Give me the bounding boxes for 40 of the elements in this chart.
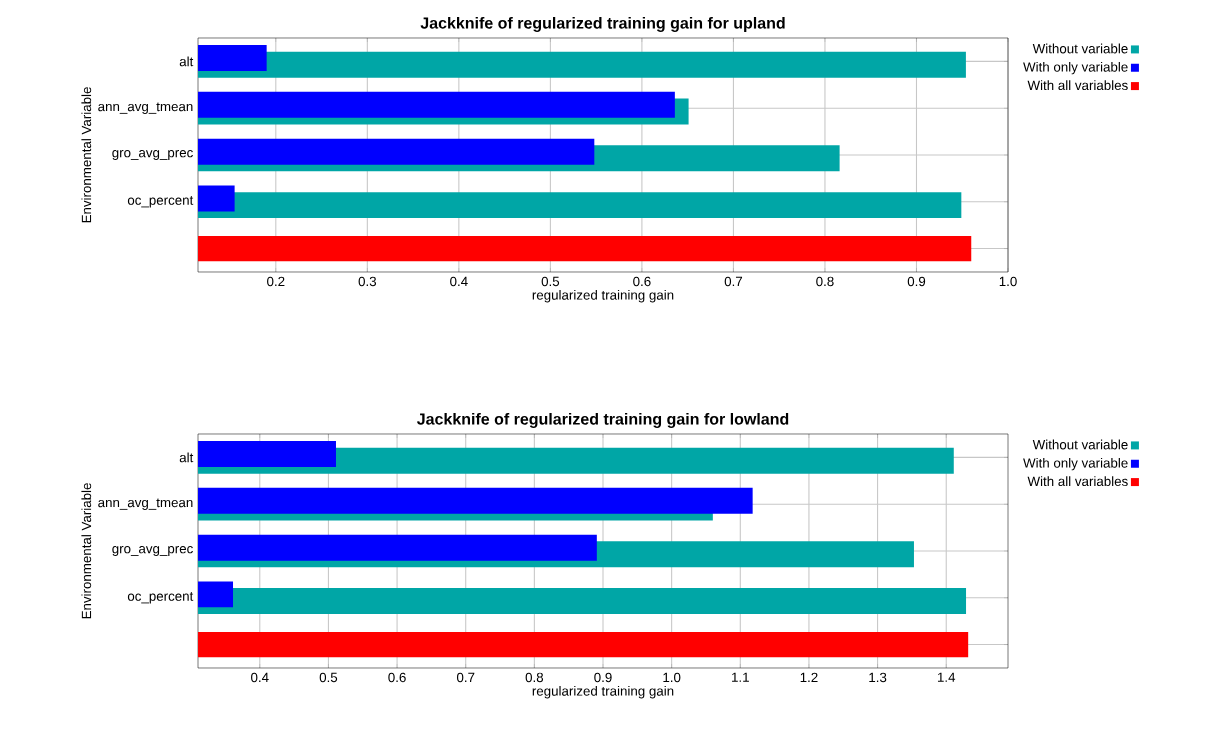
y-tick-label: ann_avg_tmean (98, 102, 193, 114)
x-tick-label: 1.3 (869, 672, 887, 683)
legend-label: With only variable (1023, 61, 1128, 75)
chart-title: Jackknife of regularized training gain for lowland (417, 412, 789, 428)
legend-label: Without variable (1032, 43, 1128, 54)
x-axis-title: regularized training gain (532, 685, 674, 699)
x-tick-label: 0.7 (724, 276, 743, 287)
x-tick-label: 0.7 (456, 672, 475, 683)
y-axis-title: Environmental Variable (81, 87, 92, 223)
y-tick-label: gro_avg_prec (112, 546, 193, 556)
y-tick-label: oc_percent (127, 196, 194, 208)
x-tick-label: 0.4 (251, 672, 269, 683)
x-tick-label: 0.3 (358, 276, 377, 287)
x-tick-label: 0.5 (541, 276, 560, 287)
y-tick-label: oc_percent (127, 592, 194, 604)
x-tick-label: 0.8 (816, 276, 834, 287)
x-tick-label: 1.1 (732, 672, 749, 682)
x-tick-label: 1.2 (800, 672, 818, 683)
x-tick-label: 0.2 (267, 276, 285, 287)
legend-label: With only variable (1023, 457, 1128, 471)
x-tick-label: 0.6 (633, 276, 651, 287)
x-tick-label: 1.4 (937, 672, 956, 682)
chart-title: Jackknife of regularized training gain for upland (420, 16, 785, 32)
x-tick-label: 0.9 (907, 276, 926, 287)
x-tick-label: 0.4 (450, 276, 468, 287)
y-axis-title: Environmental Variable (81, 483, 92, 619)
y-tick-label: alt (179, 56, 194, 67)
x-tick-label: 0.9 (594, 672, 612, 683)
x-tick-label: 1.0 (663, 672, 681, 683)
y-tick-label: ann_avg_tmean (98, 498, 193, 510)
legend-label: With all variables (1027, 476, 1128, 487)
x-tick-label: 0.5 (319, 672, 338, 683)
x-tick-label: 0.6 (388, 672, 406, 683)
y-tick-label: gro_avg_prec (112, 150, 193, 160)
x-tick-label: 1.0 (999, 276, 1017, 287)
x-axis-title: regularized training gain (532, 289, 674, 303)
legend-label: Without variable (1032, 439, 1128, 450)
x-tick-label: 0.8 (525, 672, 544, 683)
y-tick-label: alt (179, 452, 194, 463)
legend-label: With all variables (1027, 80, 1128, 91)
